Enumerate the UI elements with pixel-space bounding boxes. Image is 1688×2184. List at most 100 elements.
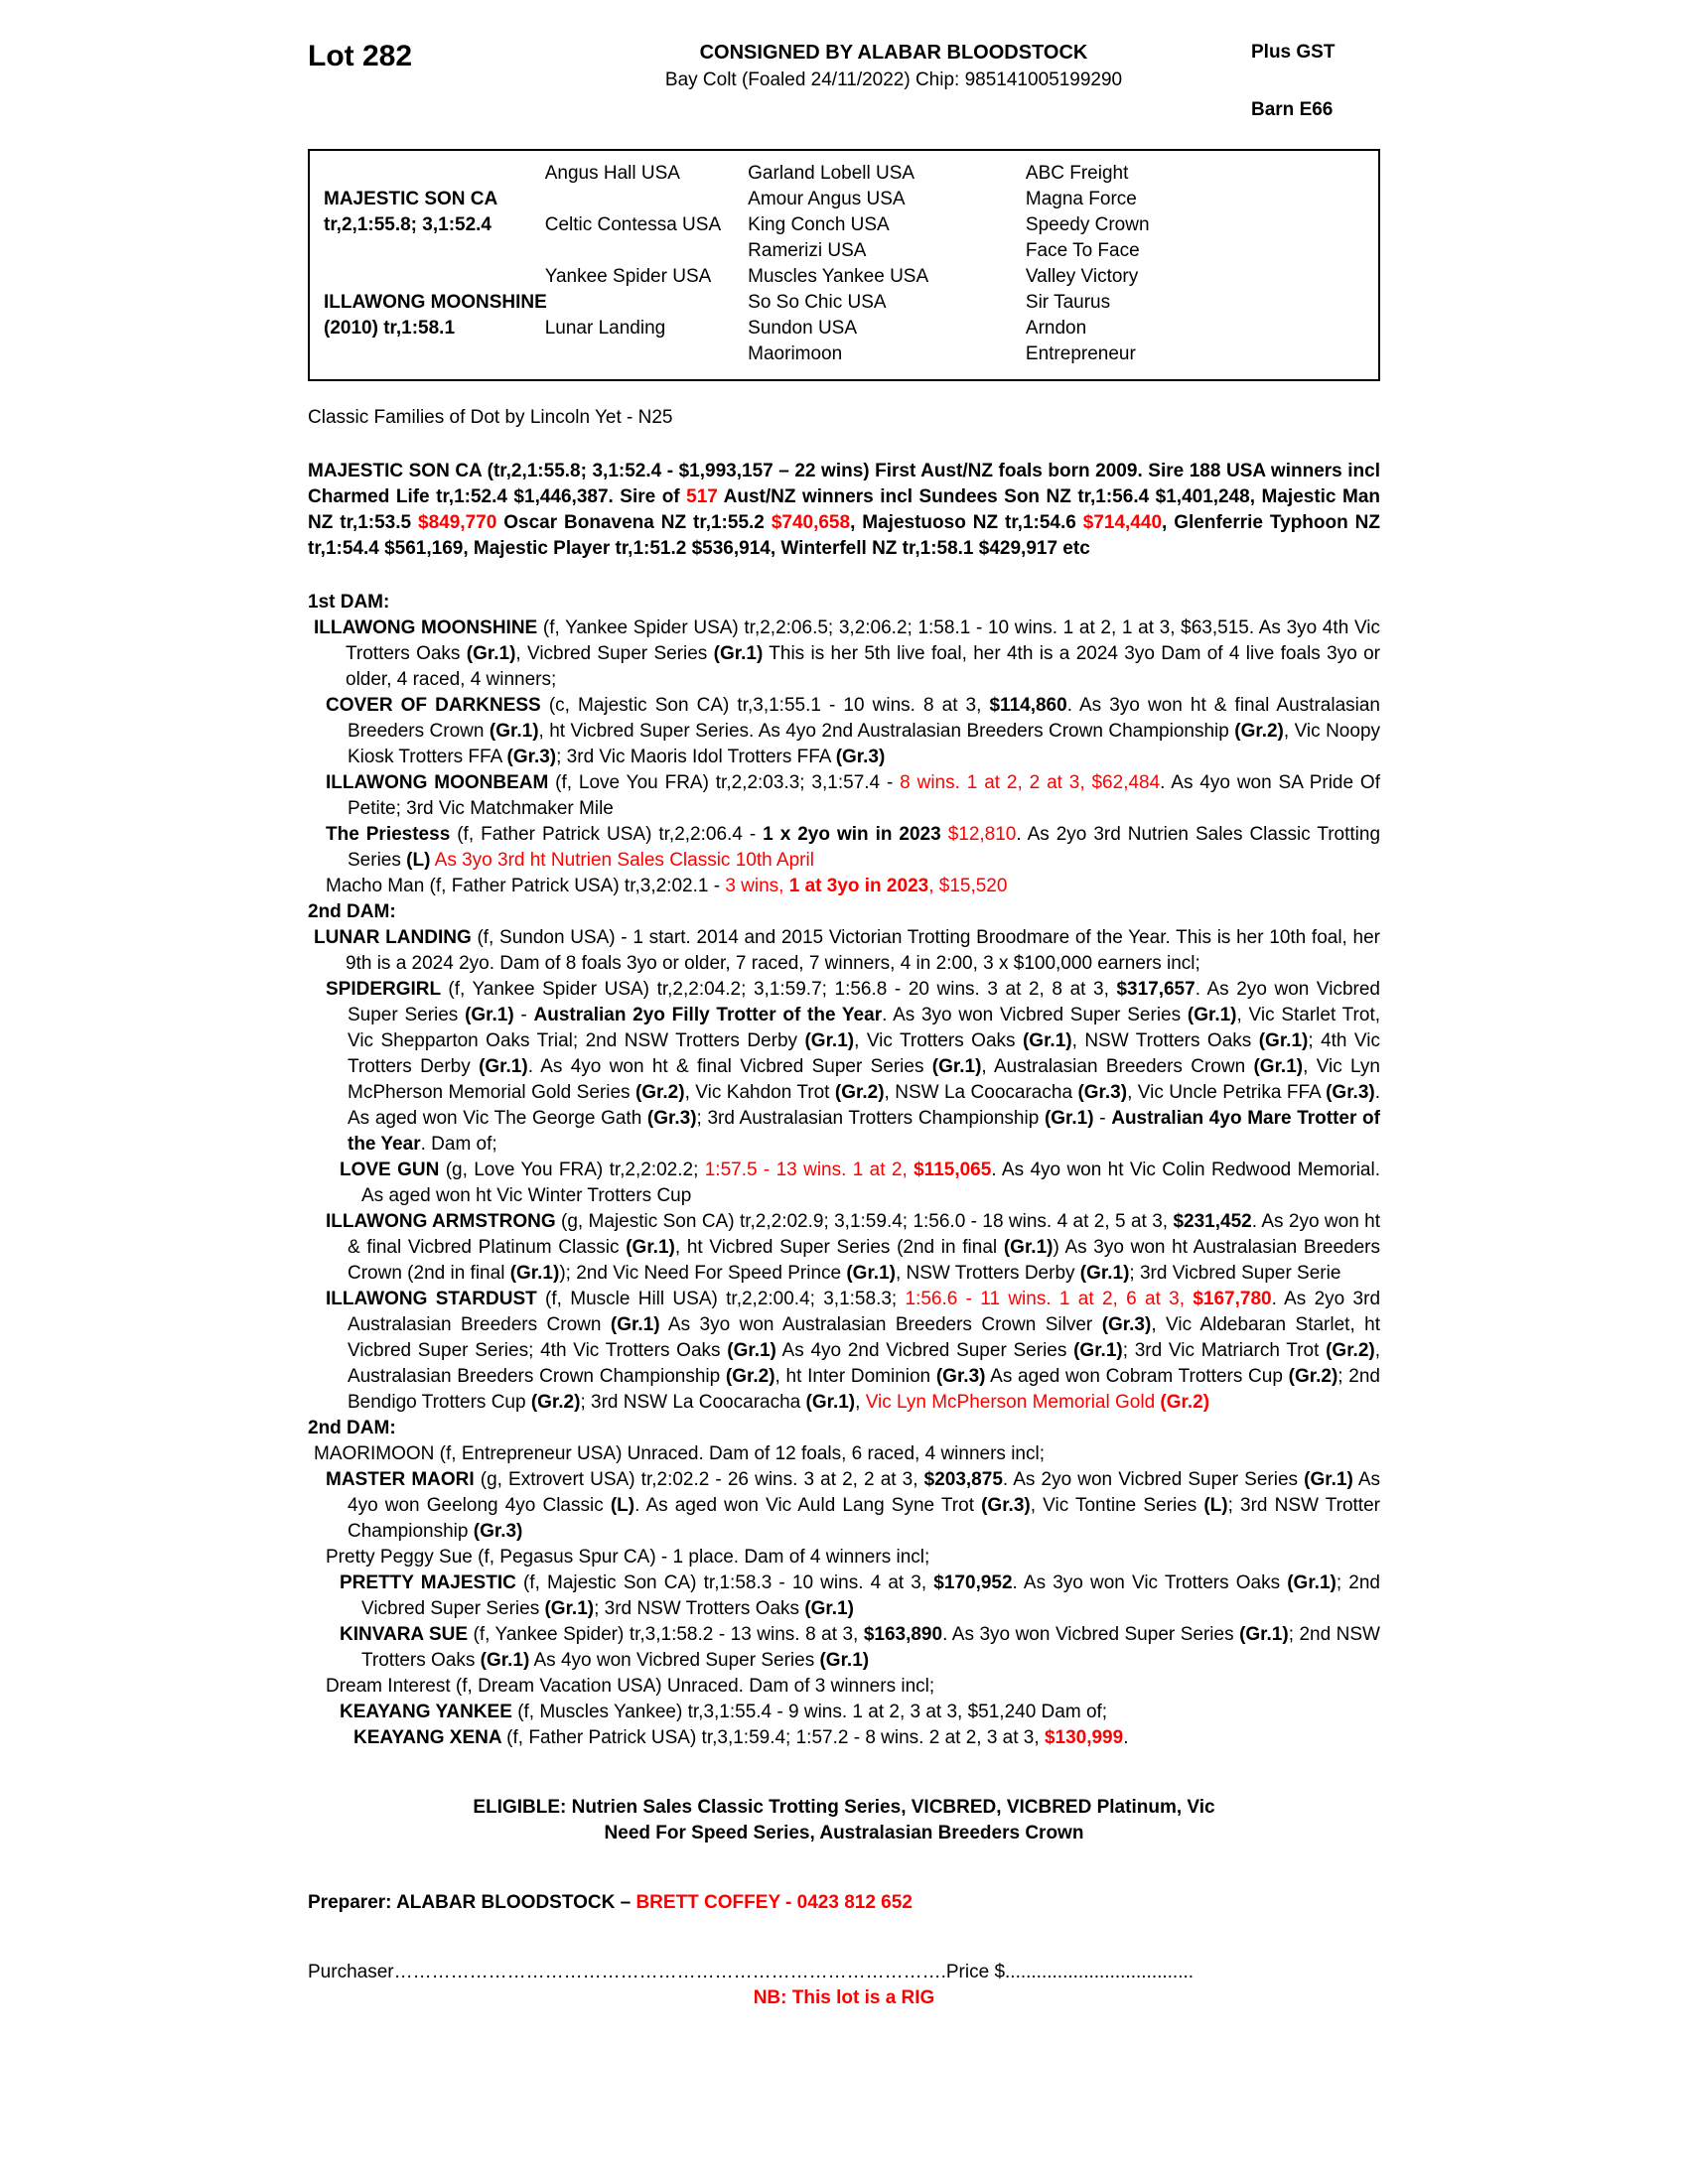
text-segment: (g, Extrovert USA) tr,2:02.2 - 26 wins. … — [480, 1469, 924, 1490]
pretty-peggy-sue: Pretty Peggy Sue (f, Pegasus Spur CA) - … — [308, 1545, 1380, 1570]
text-segment: (g, Love You FRA) tr,2,2:02.2; — [445, 1160, 705, 1180]
text-segment: ; 2nd Vicbred Super Series — [361, 1572, 1380, 1619]
barn-number: Barn E66 — [1251, 99, 1334, 120]
text-segment: - — [513, 1005, 534, 1025]
text-segment: Pretty Peggy Sue (f, Pegasus Spur CA) - … — [326, 1547, 930, 1568]
pedigree-cell-r8-c2 — [545, 341, 748, 367]
text-segment: (L) — [1203, 1495, 1228, 1516]
text-segment: (Gr.3) — [835, 747, 886, 767]
family-note: Classic Families of Dot by Lincoln Yet -… — [308, 405, 1380, 431]
text-segment: As 3yo 3rd ht Nutrien Sales Classic 10th… — [434, 850, 814, 871]
pedigree-cell-r7-c4: Arndon — [1025, 318, 1087, 339]
text-segment: , — [855, 1392, 866, 1413]
spidergirl: SPIDERGIRL (f, Yankee Spider USA) tr,2,2… — [308, 977, 1380, 1158]
text-segment: 1:57.5 - 13 wins. 1 at 2, — [704, 1160, 914, 1180]
text-segment: (Gr.1) — [727, 1340, 776, 1361]
text-segment: . As 3yo won Vic Trotters Oaks — [1012, 1572, 1288, 1593]
text-segment: (Gr.3) — [935, 1366, 986, 1387]
text-segment: , ht Vicbred Super Series (2nd in final — [674, 1237, 1004, 1258]
text-segment: , Vicbred Super Series — [515, 643, 714, 664]
text-segment: , ht Vicbred Super Series. As 4yo 2nd Au… — [538, 721, 1235, 742]
text-segment: 2nd DAM: — [308, 901, 396, 922]
text-segment: (Gr.2) — [725, 1366, 775, 1387]
text-segment: (Gr.1) — [846, 1263, 896, 1284]
text-segment: . As 3yo won Vicbred Super Series — [942, 1624, 1240, 1645]
pedigree-cell-r6-c1: ILLAWONG MOONSHINE — [324, 292, 547, 313]
text-segment: (Gr.1) — [713, 643, 764, 664]
text-segment: (Gr.3) — [1077, 1082, 1128, 1103]
pedigree-cell-r5-c4: Valley Victory — [1025, 266, 1139, 287]
love-gun: LOVE GUN (g, Love You FRA) tr,2,2:02.2; … — [308, 1158, 1380, 1209]
text-segment: (Gr.2) — [1326, 1340, 1375, 1361]
text-segment: (Gr.2) — [834, 1082, 885, 1103]
text-segment: ILLAWONG STARDUST — [326, 1289, 546, 1309]
text-segment: (Gr.3) — [506, 747, 557, 767]
text-segment: (Gr.1) — [479, 1056, 528, 1077]
pedigree-cell-r4-c2 — [545, 238, 748, 264]
text-segment: As 4yo 2nd Vicbred Super Series — [775, 1340, 1074, 1361]
text-segment: . As 2yo won ht & final Vicbred Platinum… — [348, 1211, 1380, 1258]
pretty-majestic: PRETTY MAJESTIC (f, Majestic Son CA) tr,… — [308, 1570, 1380, 1622]
text-segment — [941, 824, 948, 845]
text-segment: (Gr.3) — [981, 1495, 1031, 1516]
text-segment: ; 3rd Vic Maoris Idol Trotters FFA — [556, 747, 836, 767]
text-segment: , Vic Lyn McPherson Memorial Gold Series — [348, 1056, 1380, 1103]
eligible: ELIGIBLE: Nutrien Sales Classic Trotting… — [308, 1795, 1380, 1846]
text-segment: , Glenferrie Typhoon NZ tr,1:54.4 $561,1… — [308, 512, 1380, 559]
second-dam-heading: 2nd DAM: — [308, 899, 1380, 925]
text-segment: NB: This lot is a RIG — [753, 1987, 935, 2008]
text-segment: . As 4yo won SA Pride Of Petite; 3rd Vic… — [348, 772, 1380, 819]
pedigree-cell-r7-c2: Lunar Landing — [544, 318, 666, 339]
text-segment: $130,999 — [1044, 1727, 1124, 1748]
text-segment: , Vic Uncle Petrika FFA — [1127, 1082, 1327, 1103]
text-segment: 1 x 2yo win in 2023 — [763, 824, 941, 845]
text-segment: (Gr.1) — [1187, 1005, 1237, 1025]
text-segment: 8 wins. 1 at 2, 2 at 3, $62,484 — [900, 772, 1161, 793]
text-segment: (Gr.1) — [1258, 1030, 1309, 1051]
text-segment: SPIDERGIRL — [326, 979, 449, 1000]
text-segment: Australian 2yo Filly Trotter of the Year — [533, 1005, 883, 1025]
text-segment: , Majestuoso NZ tr,1:54.6 — [850, 512, 1083, 533]
text-segment: (Gr.2) — [530, 1392, 581, 1413]
text-segment: (Gr.1) — [466, 643, 516, 664]
text-segment: . As 3yo won Vicbred Super Series — [882, 1005, 1188, 1025]
pedigree-cell-r6-c2 — [545, 290, 748, 316]
text-segment: (g, Majestic Son CA) tr,2,2:02.9; 3,1:59… — [561, 1211, 1174, 1232]
text-segment: $849,770 — [418, 512, 497, 533]
illawong-moonbeam: ILLAWONG MOONBEAM (f, Love You FRA) tr,2… — [308, 770, 1380, 822]
text-segment: As 4yo won Vicbred Super Series — [529, 1650, 820, 1671]
first-dam-heading: 1st DAM: — [308, 590, 1380, 615]
text-segment: LUNAR LANDING — [314, 927, 478, 948]
dream-interest: Dream Interest (f, Dream Vacation USA) U… — [308, 1674, 1380, 1700]
text-segment: (f, Muscles Yankee) tr,3,1:55.4 - 9 wins… — [517, 1702, 1108, 1722]
text-segment: (Gr.1) — [509, 1263, 560, 1284]
text-segment: , $15,520 — [928, 876, 1008, 896]
text-segment: . — [1123, 1727, 1129, 1748]
text-segment: (f, Yankee Spider USA) tr,2,2:04.2; 3,1:… — [448, 979, 1117, 1000]
text-segment: - — [1093, 1108, 1112, 1129]
text-segment: As aged won Cobram Trotters Cup — [985, 1366, 1289, 1387]
pedigree-cell-r8-c4: Entrepreneur — [1025, 343, 1136, 364]
text-segment: (f, Muscle Hill USA) tr,2,2:00.4; 3,1:58… — [545, 1289, 906, 1309]
pedigree-cell-r3-c2: Celtic Contessa USA — [544, 214, 722, 235]
text-segment: (f, Yankee Spider) tr,3,1:58.2 - 13 wins… — [473, 1624, 864, 1645]
illawong-stardust: ILLAWONG STARDUST (f, Muscle Hill USA) t… — [308, 1287, 1380, 1416]
text-segment: This is her 5th live foal, her 4th is a … — [346, 643, 1380, 690]
text-segment: ; 3rd Vic Matriarch Trot — [1122, 1340, 1327, 1361]
text-segment: (Gr.1) — [804, 1030, 855, 1051]
text-segment: (Gr.1) — [610, 1314, 660, 1335]
pedigree-table: Angus Hall USA Garland Lobell USA ABC Frei… — [308, 149, 1380, 381]
text-segment: (Gr.3) — [1326, 1082, 1375, 1103]
text-segment: $714,440 — [1082, 512, 1163, 533]
text-segment: Vic Lyn McPherson Memorial Gold — [865, 1392, 1161, 1413]
nb-note: NB: This lot is a RIG — [308, 1985, 1380, 2011]
pedigree-cell-r1-c4: ABC Freight — [1025, 163, 1129, 184]
text-segment: $167,780 — [1193, 1289, 1272, 1309]
text-segment: , Vic Aldebaran Starlet, ht Vicbred Supe… — [348, 1314, 1381, 1361]
text-segment: Classic Families of Dot by Lincoln Yet -… — [308, 407, 673, 428]
pedigree-cell-r5-c1 — [310, 264, 545, 290]
text-segment: Australian 4yo Mare Trotter of the Year — [348, 1108, 1380, 1155]
pedigree-cell-r7-c1: (2010) tr,1:58.1 — [324, 318, 456, 339]
text-segment: LOVE GUN — [340, 1160, 446, 1180]
text-segment: MASTER MAORI — [326, 1469, 481, 1490]
